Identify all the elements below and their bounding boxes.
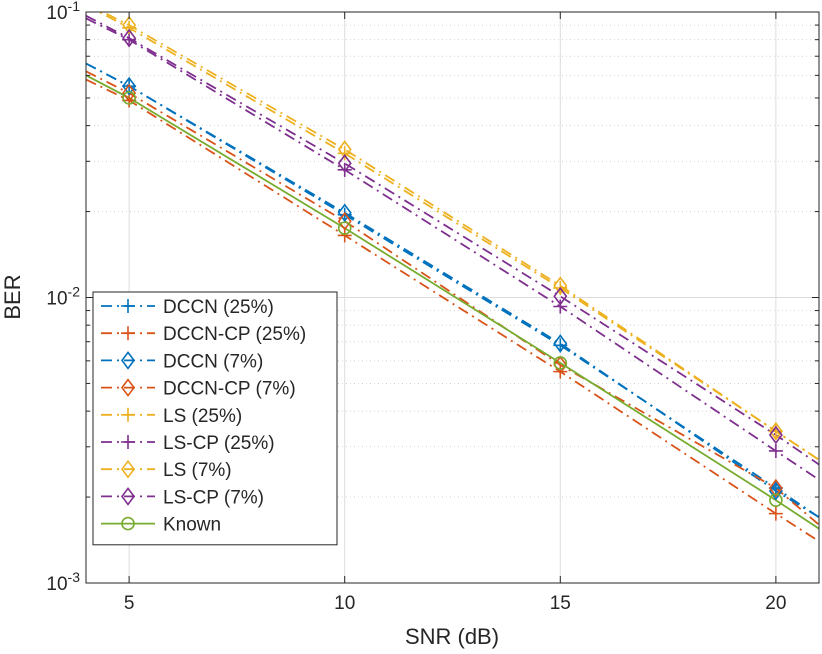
series-line	[86, 74, 819, 530]
data-marker-diamond	[768, 481, 783, 501]
legend-label: DCCN-CP (25%)	[163, 324, 306, 345]
x-tick-label: 15	[550, 593, 571, 614]
axis-ticks	[86, 11, 819, 584]
y-tick-exponent: -2	[68, 284, 81, 300]
data-marker-diamond	[122, 28, 137, 48]
legend-label: Known	[163, 515, 221, 536]
legend: DCCN (25%) DCCN-CP (25%) DCCN (7%) DCCN-CP …	[92, 291, 338, 546]
data-marker-diamond	[337, 203, 352, 223]
series-line	[100, 12, 819, 461]
data-marker-diamond	[121, 459, 135, 479]
data-marker-plus	[768, 443, 783, 458]
data-marker-diamond	[768, 421, 783, 441]
legend-box	[92, 291, 338, 546]
data-marker-circle	[337, 221, 352, 235]
data-marker-diamond	[553, 355, 568, 375]
data-marker-plus	[121, 299, 135, 313]
data-marker-diamond	[553, 286, 568, 306]
legend-label: LS (7%)	[163, 460, 232, 481]
data-marker-diamond	[121, 487, 135, 506]
data-marker-diamond	[768, 425, 783, 445]
data-marker-plus	[121, 435, 135, 449]
data-marker-diamond	[337, 154, 352, 173]
series-line	[97, 12, 819, 461]
data-marker-plus	[553, 299, 568, 314]
series-line	[86, 15, 819, 466]
y-axis-label: BER	[0, 274, 25, 319]
x-axis-label: SNR (dB)	[405, 624, 499, 649]
series-line	[86, 62, 819, 518]
x-tick-label: 20	[765, 593, 786, 614]
x-tick-label: 10	[334, 593, 355, 614]
y-tick-exponent: -3	[68, 569, 81, 585]
series-markers	[122, 15, 783, 521]
y-tick-exponent: -1	[68, 0, 81, 14]
series-line	[86, 70, 819, 526]
x-tick-label: 5	[124, 593, 135, 614]
data-marker-diamond	[553, 334, 568, 353]
data-marker-plus	[121, 407, 135, 422]
data-marker-plus	[768, 506, 783, 521]
legend-label: DCCN (25%)	[163, 297, 274, 318]
data-marker-plus	[337, 162, 352, 177]
y-tick-label: 10-1	[46, 0, 80, 24]
data-marker-circle	[122, 91, 136, 105]
data-marker-plus	[553, 364, 568, 379]
data-marker-diamond	[122, 76, 137, 96]
legend-label: DCCN (7%)	[163, 351, 263, 372]
data-marker-diamond	[337, 211, 352, 231]
data-marker-plus	[337, 228, 352, 243]
series-lines	[86, 12, 819, 543]
data-marker-diamond	[337, 140, 352, 159]
data-marker-circle	[553, 356, 568, 370]
data-marker-diamond	[121, 378, 135, 397]
legend-label: DCCN-CP (7%)	[163, 379, 296, 400]
data-marker-circle	[121, 516, 135, 531]
data-marker-diamond	[768, 478, 783, 498]
y-tick-label: 10-3	[46, 569, 80, 595]
y-tick-label: 10-2	[46, 284, 80, 310]
data-marker-plus	[121, 326, 135, 341]
data-marker-diamond	[553, 276, 568, 296]
data-marker-diamond	[121, 351, 135, 370]
x-tick-labels: 5 10 15 20	[124, 593, 787, 614]
series-line	[86, 17, 819, 481]
data-marker-circle	[769, 493, 783, 507]
series-line	[86, 78, 819, 543]
y-tick-labels: 10-3 10-2 10-1	[46, 0, 80, 595]
legend-label: LS (25%)	[163, 406, 242, 427]
legend-label: LS-CP (7%)	[163, 487, 264, 508]
data-marker-diamond	[122, 83, 137, 103]
legend-label: LS-CP (25%)	[163, 433, 275, 454]
data-marker-diamond	[122, 15, 137, 35]
